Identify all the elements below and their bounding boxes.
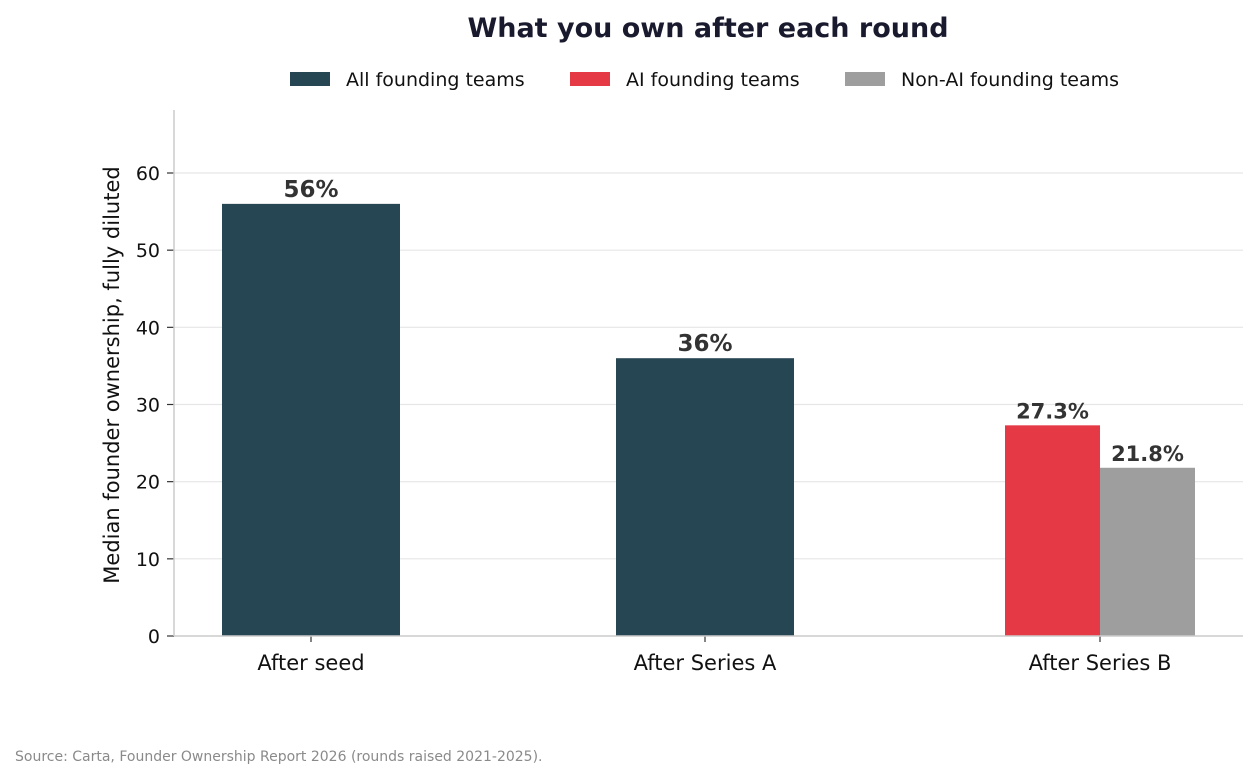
- y-tick-label: 60: [136, 163, 160, 185]
- legend-swatch: [290, 72, 330, 86]
- y-tick-label: 40: [136, 317, 160, 339]
- y-tick-label: 0: [148, 626, 160, 648]
- bar: [222, 203, 400, 636]
- chart-title: What you own after each round: [467, 13, 948, 44]
- legend-label: AI founding teams: [626, 69, 800, 91]
- x-tick-label: After Series A: [634, 651, 777, 675]
- bar-value-label: 56%: [283, 177, 338, 203]
- y-tick-label: 50: [136, 240, 160, 262]
- bar: [1005, 425, 1100, 636]
- bar-value-label: 27.3%: [1016, 399, 1089, 423]
- y-tick-label: 20: [136, 472, 160, 494]
- y-tick-label: 30: [136, 395, 160, 417]
- x-tick-label: After Series B: [1029, 651, 1172, 675]
- x-tick-label: After seed: [257, 651, 364, 675]
- legend-swatch: [845, 72, 885, 86]
- bar-value-label: 36%: [677, 331, 732, 357]
- legend-swatch: [570, 72, 610, 86]
- y-axis-label: Median founder ownership, fully diluted: [100, 166, 124, 583]
- bar: [616, 358, 794, 636]
- y-tick-label: 10: [136, 549, 160, 571]
- source-note: Source: Carta, Founder Ownership Report …: [15, 749, 543, 765]
- legend: All founding teams AI founding teams Non-A…: [290, 69, 1119, 91]
- legend-label: All founding teams: [346, 69, 525, 91]
- legend-label: Non-AI founding teams: [901, 69, 1119, 91]
- plot-area: 0 10 20 30 40 50 60 56% After seed 36% After Serie…: [136, 110, 1243, 675]
- bar: [1100, 467, 1195, 636]
- bar-value-label: 21.8%: [1111, 442, 1184, 466]
